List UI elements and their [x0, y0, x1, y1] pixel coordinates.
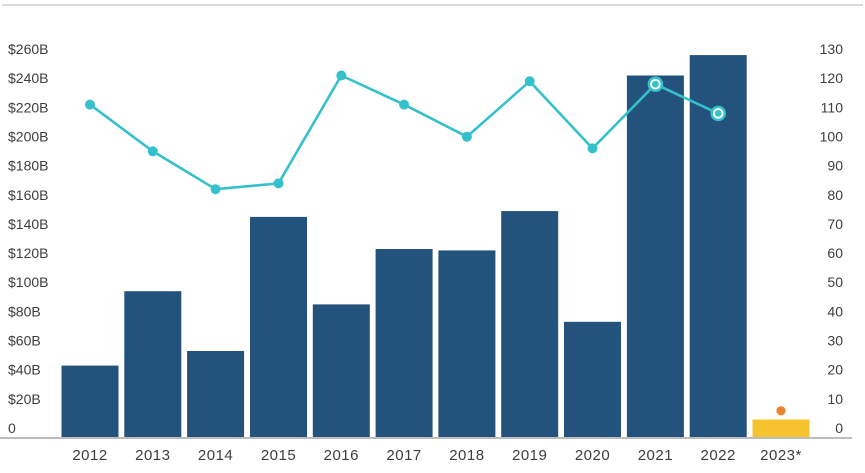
y-right-label-100: 100: [820, 129, 844, 145]
bar-2013: [124, 291, 182, 437]
line-point-2016: [336, 70, 347, 81]
line-point-2020: [587, 143, 598, 154]
estimate-point: [776, 406, 786, 416]
y-right-label-40: 40: [827, 303, 843, 319]
bar-2021: [626, 75, 684, 437]
x-axis-labels: 2012 2013 2014 2015 2016 2017 2018 2019 2020 2021…: [72, 447, 802, 464]
y-left-label-220: $220B: [8, 99, 48, 115]
y-left-label-80: $80B: [8, 303, 41, 319]
y-right-label-90: 90: [827, 158, 843, 174]
bar-2015: [250, 216, 307, 437]
line-point-2012: [85, 99, 95, 110]
bar-series: [61, 55, 810, 438]
bar-2018: [438, 250, 496, 437]
y-left-label-0: 0: [8, 420, 16, 436]
trend-line: [89, 73, 719, 191]
x-label-2021: 2021: [638, 447, 673, 464]
y-left-label-180: $180B: [8, 158, 48, 174]
y-left-label-100: $100B: [8, 274, 48, 290]
x-label-2017: 2017: [386, 447, 421, 464]
bar-2012: [61, 365, 119, 437]
y-left-label-200: $200B: [8, 129, 48, 145]
line-point-2013: [147, 146, 158, 157]
y-right-label-0: 0: [835, 420, 843, 436]
line-point-2014: [210, 184, 221, 195]
x-label-2012: 2012: [72, 447, 107, 464]
y-right-label-20: 20: [827, 362, 843, 378]
y-right-label-80: 80: [827, 187, 843, 203]
bar-2014: [187, 351, 245, 437]
y-right-label-130: 130: [820, 41, 844, 57]
bar-2019: [501, 211, 559, 437]
y-right-label-60: 60: [827, 245, 843, 261]
y-left-label-140: $140B: [8, 216, 48, 232]
y-right-label-50: 50: [827, 274, 843, 290]
y-right-label-30: 30: [827, 333, 843, 349]
x-label-2015: 2015: [261, 447, 296, 464]
y-left-label-120: $120B: [8, 245, 48, 261]
bar-2017: [375, 249, 433, 437]
y-left-label-40: $40B: [8, 362, 41, 378]
line-series: [85, 70, 726, 195]
estimate-point-group: [776, 406, 786, 416]
x-label-2023: 2023*: [760, 447, 802, 464]
x-label-2013: 2013: [135, 447, 170, 464]
line-point-2021: [647, 76, 664, 92]
line-point-2019: [524, 76, 535, 87]
bar-2016: [312, 304, 370, 438]
y-left-label-240: $240B: [8, 70, 48, 86]
y-left-label-20: $20B: [8, 391, 41, 407]
bar-2020: [564, 321, 621, 437]
x-label-2019: 2019: [512, 447, 547, 464]
y-right-label-120: 120: [820, 70, 844, 86]
bar-2023*: [752, 419, 810, 437]
line-point-2015: [273, 178, 284, 189]
y-right-label-110: 110: [821, 99, 844, 115]
line-point-2022: [710, 105, 726, 122]
y-axis-left-labels: $260B $240B $220B $200B $180B $160B $140B $120B…: [8, 41, 48, 436]
x-label-2018: 2018: [449, 447, 484, 464]
y-left-label-260: $260B: [8, 41, 48, 57]
y-right-label-70: 70: [827, 216, 843, 232]
x-label-2020: 2020: [575, 447, 610, 464]
x-label-2014: 2014: [198, 447, 233, 464]
line-point-2018: [461, 131, 472, 142]
y-right-label-10: 10: [827, 391, 843, 407]
x-label-2016: 2016: [324, 447, 359, 464]
y-left-label-160: $160B: [8, 187, 48, 203]
y-left-label-60: $60B: [8, 333, 41, 349]
x-label-2022: 2022: [701, 447, 736, 464]
line-point-2017: [399, 99, 410, 110]
